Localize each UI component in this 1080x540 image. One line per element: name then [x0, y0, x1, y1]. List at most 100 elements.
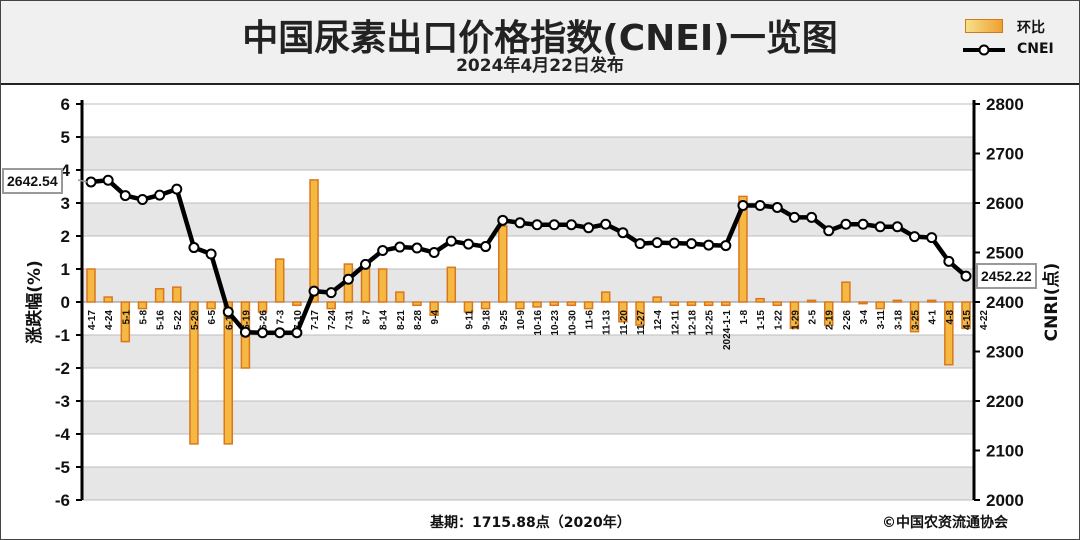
- left-tick-label: -4: [55, 425, 71, 444]
- left-tick-label: 3: [61, 194, 70, 213]
- x-tick-label: 12-4: [653, 310, 664, 330]
- bar: [274, 258, 285, 303]
- cnei-point: [102, 174, 114, 186]
- cnei-point: [239, 326, 251, 338]
- bar: [686, 301, 697, 307]
- bar: [618, 301, 628, 323]
- x-tick-label: 8-28: [413, 310, 424, 330]
- x-tick-label: 4-1: [928, 310, 939, 325]
- cnei-point: [788, 211, 800, 223]
- left-tick-label: -1: [55, 326, 70, 345]
- cnei-point: [600, 218, 612, 230]
- left-tick-label: -3: [55, 392, 70, 411]
- bar: [429, 301, 439, 316]
- bar: [721, 301, 731, 307]
- right-tick-label: 2000: [986, 491, 1024, 510]
- end-value-callout: 2452.22: [976, 263, 1037, 289]
- bar: [755, 297, 765, 303]
- x-tick-label: 10-9: [516, 310, 527, 330]
- cnei-point: [754, 199, 766, 211]
- cnei-point: [531, 219, 543, 231]
- base-period-note: 基期：1715.88点（2020年）: [430, 515, 631, 531]
- bar: [841, 281, 851, 303]
- bar: [154, 288, 165, 303]
- bar: [172, 286, 182, 303]
- bar: [772, 301, 783, 307]
- x-tick-label: 7-17: [310, 310, 321, 330]
- x-tick-label: 3-11: [876, 310, 887, 330]
- grid-band: [82, 137, 974, 170]
- legend-bar-swatch: [965, 19, 1003, 33]
- legend-line-swatch: [963, 44, 1005, 56]
- x-tick-label: 3-4: [859, 310, 870, 325]
- legend-line-label: CNEI: [1017, 41, 1054, 57]
- cnei-point: [685, 238, 697, 250]
- bar: [257, 301, 268, 313]
- x-tick-label: 7-24: [327, 310, 338, 330]
- x-tick-label: 9-4: [430, 310, 441, 325]
- bar: [738, 195, 748, 303]
- x-tick-label: 10-23: [550, 310, 561, 336]
- bar: [789, 301, 800, 330]
- cnei-point: [394, 241, 406, 253]
- right-tick-label: 2600: [986, 194, 1024, 213]
- x-tick-label: 8-7: [362, 310, 373, 325]
- cnei-point: [806, 211, 818, 223]
- cnei-point: [188, 242, 200, 254]
- bar: [909, 301, 920, 333]
- x-tick-label: 3-25: [911, 310, 922, 330]
- x-tick-label: 4-22: [979, 310, 990, 330]
- cnei-point: [514, 217, 526, 229]
- cnei-point: [171, 183, 183, 195]
- bar: [103, 296, 113, 303]
- cnei-point: [548, 219, 560, 231]
- cnei-point: [703, 239, 715, 251]
- bar: [120, 301, 131, 343]
- right-tick-label: 2200: [986, 392, 1024, 411]
- x-tick-label: 1-29: [790, 310, 801, 330]
- cnei-point: [257, 327, 269, 339]
- bar: [669, 301, 680, 307]
- cnei-point: [874, 221, 886, 233]
- cnei-point: [634, 238, 646, 250]
- copyright-note: ©中国农资流通协会: [882, 515, 1008, 531]
- cnei-point: [360, 258, 372, 270]
- bar: [635, 301, 645, 326]
- cnei-point: [720, 240, 732, 252]
- x-tick-label: 10-30: [567, 310, 578, 336]
- x-tick-label: 5-22: [173, 310, 184, 330]
- bar: [223, 301, 234, 445]
- start-value-callout: 2642.54: [2, 168, 63, 194]
- x-tick-label: 5-16: [156, 310, 167, 330]
- cnei-point: [823, 225, 835, 237]
- bar: [703, 301, 714, 307]
- x-tick-label: 6-26: [259, 310, 270, 330]
- bar: [480, 301, 491, 310]
- bar: [206, 301, 216, 310]
- x-tick-label: 11-13: [602, 310, 613, 335]
- x-tick-label: 3-18: [893, 310, 904, 330]
- cnei-point: [342, 273, 354, 285]
- x-tick-label: 1-22: [773, 310, 784, 330]
- legend-item-line: CNEI: [961, 41, 1076, 61]
- right-tick-label: 2400: [986, 293, 1024, 312]
- right-tick-label: 2700: [986, 145, 1024, 164]
- cnei-point: [308, 285, 320, 297]
- x-tick-label: 7-31: [344, 310, 355, 330]
- bar: [498, 225, 508, 303]
- right-tick-label: 2100: [986, 442, 1024, 461]
- left-tick-label: 5: [61, 128, 70, 147]
- x-tick-label: 6-5: [207, 310, 218, 325]
- cnei-point: [291, 327, 303, 339]
- cnei-point: [857, 218, 869, 230]
- x-tick-label: 2-19: [825, 310, 836, 330]
- cnei-point: [85, 176, 97, 188]
- bar: [412, 301, 422, 307]
- bar: [446, 266, 457, 303]
- x-tick-label: 12-18: [687, 310, 698, 336]
- x-tick-label: 2-5: [808, 310, 819, 325]
- bar: [189, 301, 199, 445]
- chart-legend: 环比 CNEI: [961, 17, 1076, 67]
- bar: [566, 301, 577, 307]
- grid-band: [82, 335, 974, 368]
